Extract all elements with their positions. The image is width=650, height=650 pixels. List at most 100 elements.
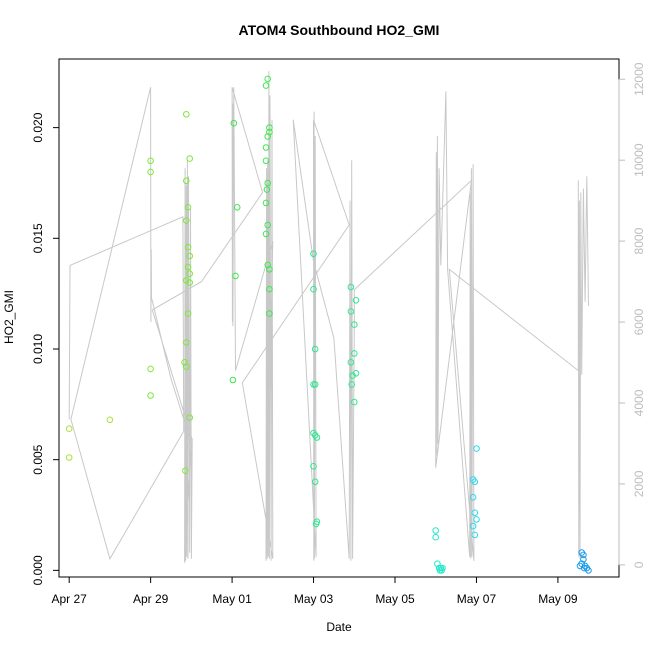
data-point (310, 463, 317, 470)
data-point (348, 381, 356, 388)
data-point (181, 359, 188, 366)
y-tick-label: 0.005 (31, 444, 45, 474)
data-point (351, 350, 358, 357)
data-point (471, 509, 479, 517)
data-point (351, 321, 358, 328)
data-point (266, 124, 273, 131)
altitude-line (68, 71, 589, 563)
data-point (313, 434, 321, 441)
y2-tick-label: 4000 (632, 389, 646, 416)
data-point (266, 128, 273, 136)
data-point (266, 266, 273, 273)
x-tick-label: Apr 29 (133, 592, 169, 606)
data-point (183, 177, 190, 185)
y2-tick-label: 8000 (632, 227, 646, 254)
data-point (264, 179, 272, 187)
data-point (184, 204, 192, 211)
data-point (262, 199, 270, 207)
data-point (264, 221, 272, 229)
data-point (183, 363, 190, 371)
y2-tick-label: 10000 (632, 143, 646, 177)
data-point (351, 398, 358, 406)
altitude-layer (68, 71, 589, 563)
data-point (312, 520, 320, 528)
data-point (580, 551, 587, 559)
y-tick-label: 0.000 (31, 555, 45, 585)
plot-frame (58, 58, 620, 578)
data-point (311, 381, 319, 388)
data-point (147, 365, 154, 373)
data-point (262, 157, 270, 165)
data-point (229, 376, 237, 384)
y2-tick-label: 6000 (632, 308, 646, 335)
data-point (473, 445, 480, 452)
data-point (347, 359, 355, 366)
x-tick-label: Apr 27 (52, 592, 88, 606)
data-point (352, 297, 360, 304)
chart-title: ATOM4 Southbound HO2_GMI (239, 22, 440, 38)
data-point (230, 119, 238, 127)
data-point (233, 204, 241, 211)
data-point (186, 252, 193, 260)
data-point (585, 567, 592, 574)
y2-tick-label: 12000 (632, 62, 646, 96)
data-point (264, 133, 272, 140)
y2-tick-label: 0 (632, 561, 646, 568)
y-tick-label: 0.015 (31, 223, 45, 253)
data-point (349, 372, 356, 379)
data-point (264, 75, 272, 83)
data-point (263, 186, 271, 193)
y2-axis: 0 2000 4000 6000 8000 10000 12000 (618, 62, 646, 568)
y-axis-title: HO2_GMI (2, 290, 16, 344)
x-tick-label: May 09 (538, 592, 578, 606)
data-point (182, 467, 189, 475)
data-point (266, 285, 273, 293)
data-point (266, 310, 273, 317)
data-point (262, 144, 270, 151)
data-point (262, 82, 270, 89)
data-point (434, 560, 441, 568)
x-tick-label: May 01 (212, 592, 252, 606)
data-point (184, 263, 192, 271)
x-axis-title: Date (326, 620, 352, 634)
data-point (580, 556, 587, 563)
data-point (232, 272, 239, 280)
data-point (311, 478, 319, 486)
data-point (65, 425, 73, 433)
data-point (186, 279, 193, 286)
data-point (262, 230, 270, 238)
data-point (471, 478, 479, 486)
x-tick-label: May 07 (457, 592, 497, 606)
data-point (65, 454, 73, 461)
x-axis: Apr 27 Apr 29 May 01 May 03 May 05 May 07 May … (52, 577, 578, 606)
data-point (184, 243, 192, 251)
data-point (183, 277, 190, 284)
y-axis: 0.000 0.005 0.010 0.015 0.020 (31, 112, 59, 585)
data-point (347, 308, 355, 315)
x-tick-label: May 03 (294, 592, 334, 606)
data-point (184, 310, 192, 317)
data-point (186, 155, 193, 162)
y-tick-label: 0.020 (31, 112, 45, 142)
points-layer (65, 75, 592, 574)
data-point (147, 168, 154, 176)
data-point (186, 414, 193, 421)
y2-tick-label: 2000 (632, 470, 646, 497)
data-point (473, 516, 480, 523)
data-point (147, 157, 154, 165)
data-point (264, 261, 272, 269)
data-point (183, 111, 190, 118)
data-point (347, 283, 355, 291)
data-point (438, 567, 446, 574)
data-point (469, 522, 477, 530)
data-point (310, 285, 317, 293)
data-point (186, 270, 193, 278)
data-point (432, 527, 440, 534)
data-point (106, 416, 114, 424)
data-point (432, 533, 440, 541)
x-tick-label: May 05 (375, 592, 415, 606)
data-point (311, 345, 319, 353)
data-point (183, 217, 190, 224)
y-tick-label: 0.010 (31, 334, 45, 364)
